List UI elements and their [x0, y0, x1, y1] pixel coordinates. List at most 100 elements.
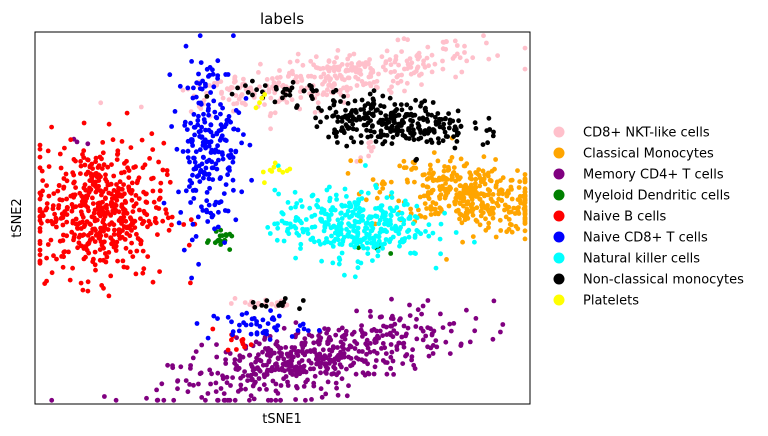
data-point	[387, 217, 393, 223]
data-point	[257, 368, 263, 374]
data-point	[197, 179, 203, 185]
data-point	[85, 279, 91, 285]
data-point	[288, 205, 294, 211]
data-point	[49, 124, 54, 130]
series-naive-cd8-t-cells	[161, 33, 322, 342]
data-point	[319, 258, 324, 264]
data-point	[223, 138, 229, 144]
data-point	[457, 175, 463, 181]
data-point	[347, 222, 352, 228]
data-point	[394, 107, 400, 112]
data-point	[235, 389, 241, 394]
data-point	[113, 397, 119, 403]
data-point	[332, 73, 338, 79]
data-point	[84, 219, 90, 225]
data-point	[191, 382, 196, 388]
data-point	[307, 83, 313, 88]
data-point	[314, 124, 320, 130]
data-point	[96, 207, 102, 213]
data-point	[327, 334, 332, 340]
data-point	[190, 221, 196, 227]
data-point	[376, 238, 382, 244]
data-point	[167, 72, 173, 78]
data-point	[200, 154, 206, 160]
data-point	[358, 158, 363, 164]
data-point	[352, 98, 358, 104]
data-point	[318, 119, 323, 125]
data-point	[313, 356, 319, 362]
data-point	[422, 215, 428, 220]
data-point	[370, 96, 376, 102]
data-point	[425, 325, 431, 330]
data-point	[293, 397, 298, 402]
data-point	[37, 142, 43, 148]
data-point	[443, 116, 448, 121]
data-point	[191, 196, 197, 201]
data-point	[363, 225, 368, 231]
data-point	[373, 213, 379, 219]
data-point	[182, 119, 188, 125]
data-point	[198, 168, 204, 173]
data-point	[401, 221, 407, 227]
data-point	[331, 102, 337, 108]
data-point	[395, 37, 401, 43]
data-point	[387, 57, 393, 63]
data-point	[308, 366, 313, 372]
data-point	[276, 191, 281, 197]
data-point	[365, 190, 371, 196]
data-point	[479, 205, 485, 210]
data-point	[151, 199, 157, 205]
data-point	[315, 100, 321, 106]
data-point	[370, 67, 375, 73]
data-point	[409, 167, 414, 172]
data-point	[281, 238, 287, 244]
data-point	[352, 228, 358, 234]
legend-item: CD8+ NKT-like cells	[553, 126, 710, 141]
data-point	[337, 241, 343, 247]
data-point	[64, 196, 69, 202]
data-point	[485, 140, 490, 146]
data-point	[455, 108, 461, 114]
data-point	[273, 381, 279, 387]
data-point	[86, 208, 91, 214]
data-point	[119, 221, 124, 226]
data-point	[277, 68, 282, 73]
data-point	[294, 384, 299, 389]
data-point	[123, 245, 129, 251]
data-point	[364, 351, 369, 357]
data-point	[355, 265, 361, 271]
data-point	[106, 121, 112, 127]
data-point	[522, 189, 528, 195]
data-point	[293, 204, 298, 210]
data-point	[396, 62, 401, 68]
data-point	[220, 156, 226, 162]
data-point	[119, 139, 125, 144]
data-point	[104, 179, 110, 185]
data-point	[101, 285, 106, 291]
data-point	[77, 203, 83, 209]
data-point	[109, 241, 114, 247]
data-point	[499, 197, 504, 203]
data-point	[169, 214, 175, 220]
data-point	[271, 317, 277, 322]
data-point	[57, 151, 63, 157]
data-point	[287, 92, 293, 98]
data-point	[363, 60, 369, 65]
data-point	[438, 251, 443, 257]
data-point	[350, 210, 356, 216]
data-point	[506, 204, 512, 210]
data-point	[67, 277, 73, 283]
data-point	[316, 328, 322, 333]
data-point	[264, 372, 270, 377]
data-point	[251, 371, 257, 377]
data-point	[199, 86, 205, 92]
data-point	[213, 161, 219, 167]
data-point	[412, 179, 417, 185]
data-point	[412, 214, 418, 219]
data-point	[459, 220, 465, 226]
data-point	[399, 210, 405, 216]
data-point	[462, 50, 467, 55]
data-point	[406, 112, 412, 118]
data-point	[500, 175, 506, 181]
data-point	[405, 202, 410, 207]
